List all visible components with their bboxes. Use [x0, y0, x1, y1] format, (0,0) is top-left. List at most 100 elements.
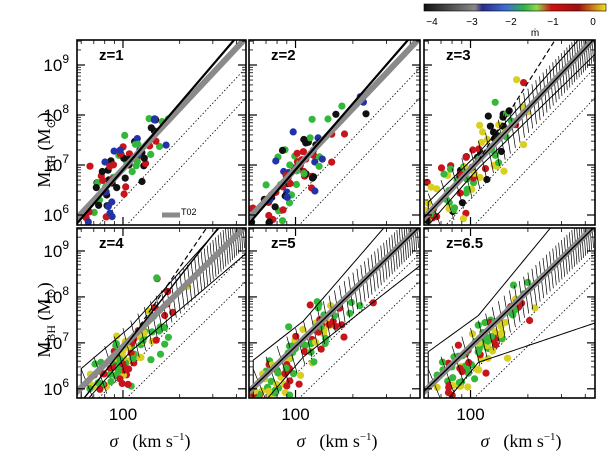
y-tick-label: 106 — [43, 202, 69, 225]
svg-text:MBH (M⊙): MBH (M⊙) — [34, 282, 58, 357]
data-point — [346, 309, 354, 317]
data-point — [106, 209, 114, 217]
panel-4: z=4 106 107 108 109 100 — [43, 227, 247, 424]
data-point — [148, 328, 156, 336]
data-point — [116, 146, 124, 154]
data-point — [489, 347, 497, 355]
data-point — [321, 339, 329, 347]
data-point — [311, 187, 319, 195]
data-point — [70, 207, 77, 214]
hatch-line — [114, 336, 125, 374]
data-point — [110, 147, 118, 155]
panel-5: z=5 100 — [248, 227, 421, 424]
y-tick-label: 107 — [43, 330, 69, 353]
data-point — [286, 179, 294, 188]
data-point — [293, 149, 301, 157]
data-point — [482, 369, 490, 377]
data-point — [109, 161, 118, 169]
dotted-line — [298, 97, 420, 225]
data-point — [505, 107, 513, 115]
data-point — [324, 115, 332, 123]
data-point — [94, 379, 102, 387]
data-point — [462, 153, 470, 161]
panel-label: z=4 — [99, 235, 124, 252]
y-tick-label: 106 — [43, 376, 69, 399]
data-point — [289, 370, 298, 378]
t02-relation — [249, 40, 420, 223]
fit-line — [424, 228, 595, 393]
data-point — [95, 201, 103, 209]
x-axis-labels: σ (km s−1) σ (km s−1) σ (km s−1) — [109, 431, 561, 452]
data-point — [433, 383, 441, 391]
data-point — [500, 167, 508, 175]
panel-frame — [423, 227, 596, 399]
data-point — [476, 121, 484, 129]
data-point — [104, 202, 112, 211]
data-point — [299, 325, 307, 334]
data-point — [164, 333, 172, 341]
hatch-line — [461, 336, 473, 374]
data-point — [133, 135, 141, 143]
data-point — [437, 164, 446, 172]
y-label-units-close: ) — [34, 112, 55, 118]
data-point — [92, 184, 100, 192]
x-tick-label: 100 — [109, 405, 137, 424]
y-tick-label: 109 — [43, 238, 69, 261]
data-point — [481, 165, 490, 173]
colorbar-tick-4: 0 — [590, 17, 596, 28]
dotted-line — [445, 252, 595, 398]
data-point — [128, 168, 136, 176]
data-point — [262, 181, 270, 189]
data-point — [289, 128, 297, 136]
data-point — [155, 142, 164, 151]
data-point — [286, 391, 294, 398]
hatch-line — [427, 193, 441, 225]
t02-relation — [77, 40, 246, 223]
data-point — [458, 199, 466, 207]
data-point — [286, 377, 294, 385]
data-point — [486, 122, 494, 130]
data-point — [310, 358, 318, 366]
data-point — [84, 218, 92, 225]
data-point — [308, 115, 316, 123]
data-point — [513, 76, 521, 84]
data-point — [278, 146, 287, 154]
data-point — [445, 383, 453, 392]
data-point — [231, 218, 238, 225]
data-point — [509, 311, 517, 319]
dashed-fit-line — [130, 228, 208, 340]
fit-line — [424, 40, 595, 219]
y-label-units-close-2: ) — [34, 282, 55, 288]
data-point — [267, 377, 275, 385]
data-point — [340, 333, 348, 341]
data-point — [101, 158, 109, 166]
data-point — [283, 193, 291, 201]
hatch-line — [427, 369, 441, 398]
y-tick-label: 109 — [43, 52, 69, 75]
hatch-line — [286, 336, 298, 374]
data-point — [308, 174, 317, 182]
colorbar: −4 −3 −2 −1 0 ṁ — [423, 3, 607, 39]
dotted-line — [298, 280, 420, 398]
data-point — [465, 358, 473, 367]
hatch-line — [470, 328, 481, 366]
colorbar-tick-0: −4 — [426, 17, 438, 28]
fit-band — [427, 228, 595, 398]
data-point — [299, 148, 307, 156]
data-point — [162, 141, 170, 149]
data-point — [474, 321, 482, 329]
data-point — [297, 371, 305, 379]
data-point — [147, 356, 155, 364]
y-axis-label-top: MBH (M⊙) — [34, 112, 58, 187]
data-point — [285, 323, 293, 331]
data-point — [449, 374, 457, 382]
data-point — [427, 183, 435, 191]
hatch-line — [295, 328, 306, 366]
dotted-line — [270, 252, 420, 398]
hatch-line — [440, 356, 455, 394]
data-point — [463, 364, 471, 372]
panel-label: z=6.5 — [446, 235, 483, 252]
data-point — [98, 167, 106, 176]
data-point — [475, 366, 483, 374]
data-point — [278, 217, 287, 225]
